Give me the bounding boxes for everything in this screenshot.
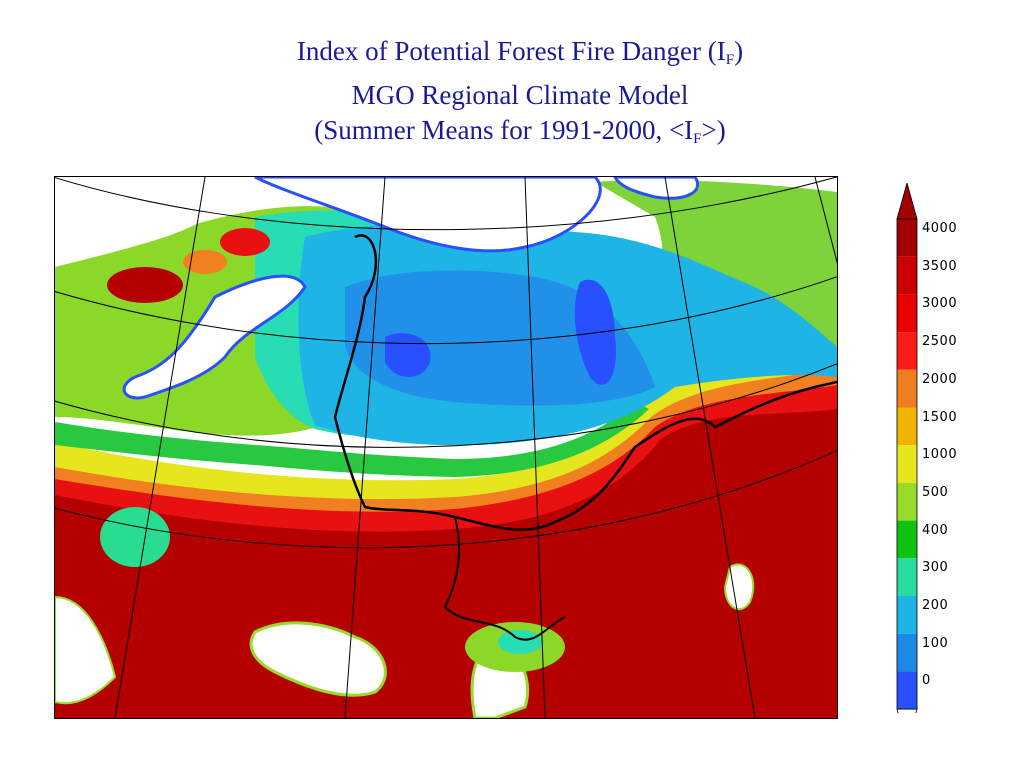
colorbar-label-300: 300 — [922, 560, 949, 576]
zone-orange — [55, 367, 837, 512]
colorbar-cell-4000 — [897, 219, 917, 257]
sea-arctic-east — [613, 177, 699, 200]
patch-teal-2 — [498, 630, 542, 654]
colorbar-cell-2500 — [897, 332, 917, 370]
colorbar-label-3500: 3500 — [922, 258, 958, 274]
zone-dark-blue — [574, 279, 616, 385]
zone-dark-red — [55, 397, 837, 718]
title-line-1: Index of Potential Forest Fire Danger (I… — [296, 36, 744, 68]
colorbar-label-0: 0 — [922, 673, 931, 689]
colorbar-cell-1500 — [897, 407, 917, 446]
sea-black — [249, 621, 387, 697]
colorbar-label-3000: 3000 — [922, 296, 958, 312]
colorbar-label-2500: 2500 — [922, 334, 958, 350]
title-line-3: (Summer Means for 1991-2000, <IF>) — [314, 115, 726, 147]
colorbar-label-2000: 2000 — [922, 371, 958, 387]
colorbar-label-1000: 1000 — [922, 447, 958, 463]
colorbar-cell-0 — [897, 671, 917, 710]
colorbar-label-100: 100 — [922, 635, 949, 651]
colorbar-label-400: 400 — [922, 522, 949, 538]
colorbar-cell-3000 — [897, 294, 917, 333]
zone-dark-blue-2 — [385, 333, 431, 377]
colorbar-top-arrow — [896, 183, 918, 220]
zone-green-band — [55, 402, 649, 477]
colorbar-bottom-arrow — [896, 708, 918, 713]
colorbar-cell-200 — [897, 596, 917, 634]
colorbar-cell-500 — [897, 482, 917, 521]
sea-arctic — [254, 177, 602, 253]
country-border — [333, 234, 837, 531]
colorbar-cell-100 — [897, 633, 917, 672]
colorbar-label-500: 500 — [922, 484, 949, 500]
colorbar-outline — [896, 218, 918, 710]
title-line-2: MGO Regional Climate Model — [351, 80, 689, 110]
colorbar-label-4000: 4000 — [922, 221, 958, 236]
colorbar-cell-300 — [897, 558, 917, 596]
hotspot-scandinavia — [107, 267, 183, 303]
figure-title: Index of Potential Forest Fire Danger (I… — [0, 34, 1023, 157]
colorbar-cell-3500 — [897, 256, 917, 295]
colorbar-cell-2000 — [897, 369, 917, 408]
patch-green-1 — [100, 507, 170, 567]
fire-danger-map — [54, 176, 838, 719]
hotspot-scandinavia-3 — [183, 250, 227, 274]
sea-northwest — [55, 177, 255, 267]
lake-east — [723, 563, 755, 611]
sea-mediterranean — [55, 595, 117, 705]
colorbar-cell-400 — [897, 520, 917, 559]
colorbar-cell-1000 — [897, 445, 917, 483]
zone-red — [55, 382, 837, 532]
border-kazakhstan — [443, 516, 566, 641]
graticule — [55, 177, 837, 718]
colorbar — [896, 183, 918, 713]
colorbar-label-1500: 1500 — [922, 409, 958, 425]
hotspot-scandinavia-2 — [220, 228, 270, 256]
sea-baltic — [122, 274, 307, 400]
colorbar-label-200: 200 — [922, 598, 949, 613]
map-canvas — [55, 177, 837, 718]
